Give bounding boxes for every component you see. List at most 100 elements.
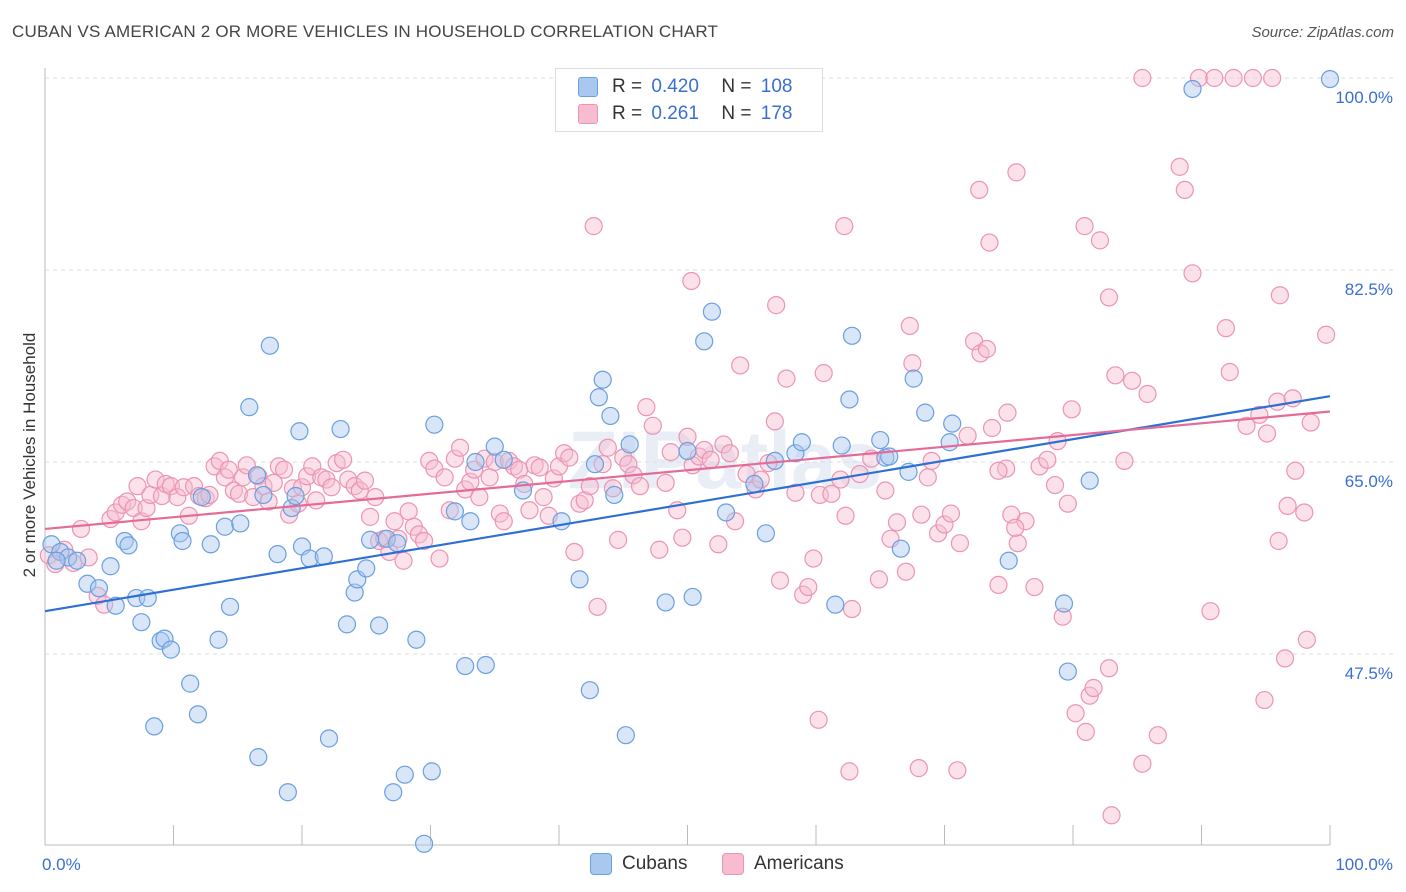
cuban-point [842, 326, 862, 345]
american-point [1297, 630, 1316, 649]
n-value: 108 [760, 76, 793, 97]
cuban-point [485, 437, 504, 456]
cuban-point [260, 336, 279, 355]
r-value: 0.261 [651, 103, 699, 124]
american-point [941, 504, 961, 523]
cuban-point [716, 503, 736, 522]
cuban-point [570, 570, 589, 589]
american-point [1133, 754, 1152, 773]
american-point [1062, 400, 1081, 419]
source-credit: Source: ZipAtlas.com [1251, 24, 1394, 41]
american-point [887, 513, 907, 532]
american-point [1269, 531, 1288, 551]
cuban-point [840, 390, 859, 409]
american-point [918, 468, 937, 487]
american-point [970, 180, 989, 200]
american-point [322, 478, 341, 497]
cuban-point [254, 485, 273, 505]
trend-lines [44, 395, 1331, 613]
cuban-point [101, 557, 120, 576]
cuban-point [249, 748, 268, 767]
cuban-point [78, 574, 97, 593]
cuban-point [695, 332, 714, 351]
american-point [661, 443, 680, 462]
y-tick-label: 65.0% [1345, 472, 1393, 491]
cuban-point [414, 834, 434, 853]
cubans-legend-label: Cubans [622, 853, 688, 874]
american-point [998, 403, 1017, 422]
american-point [224, 481, 243, 500]
american-point [269, 457, 288, 476]
american-point [822, 484, 841, 503]
cuban-point [1320, 69, 1340, 89]
cuban-point [181, 674, 200, 693]
cuban-point [319, 729, 339, 748]
cuban-point [702, 302, 722, 321]
american-point [350, 481, 369, 500]
cuban-point [247, 466, 267, 485]
cuban-point [240, 398, 259, 417]
american-point [1084, 678, 1103, 698]
american-point [112, 495, 132, 514]
american-point [1066, 704, 1085, 723]
american-point [767, 296, 786, 315]
american-point [118, 492, 137, 511]
x-tick-label: 0.0% [42, 855, 81, 874]
cuban-point [871, 430, 890, 450]
american-point [989, 575, 1008, 594]
american-point [842, 599, 862, 619]
r-label: R = [612, 103, 643, 124]
cuban-point [620, 435, 639, 454]
y-axis-label: 2 or more Vehicles in Household [20, 332, 39, 578]
legend-row-americans: R = 0.261 N = 178 [578, 101, 792, 127]
cuban-point [361, 530, 380, 549]
cuban-point [832, 436, 851, 455]
american-point [264, 473, 283, 492]
cuban-point [552, 512, 571, 531]
cuban-point [616, 726, 635, 745]
american-point [445, 449, 465, 468]
american-point [1278, 496, 1297, 515]
american-point [909, 759, 928, 778]
cuban-point [422, 762, 441, 781]
american-point [682, 271, 701, 291]
american-point [1257, 424, 1277, 443]
legend-item-cubans: Cubans [590, 852, 688, 876]
american-point [809, 710, 828, 729]
american-point [584, 217, 603, 236]
americans-points [39, 68, 1336, 825]
american-point [588, 597, 607, 616]
american-point [731, 356, 750, 375]
american-point [470, 488, 489, 507]
american-point [720, 444, 740, 463]
american-point [1025, 577, 1044, 597]
american-point [334, 450, 353, 469]
american-point [701, 450, 720, 469]
cuban-point [943, 414, 962, 433]
american-point [950, 534, 970, 553]
american-point [146, 470, 165, 489]
cuban-point [456, 656, 475, 676]
cuban-point [231, 514, 250, 533]
y-tick-label: 47.5% [1345, 664, 1393, 683]
americans-legend-label: Americans [754, 853, 844, 874]
cubans-legend-swatch [590, 853, 612, 875]
american-point [900, 316, 919, 336]
american-point [1270, 286, 1289, 305]
american-point [1295, 503, 1314, 522]
y-tick-label: 100.0% [1335, 88, 1393, 107]
american-point [1016, 512, 1035, 531]
cuban-point [891, 539, 910, 558]
cuban-point [201, 535, 220, 554]
cuban-point [1054, 594, 1074, 613]
american-point [643, 416, 662, 435]
american-point [168, 488, 187, 507]
american-point [1038, 450, 1057, 469]
american-point [430, 549, 449, 568]
american-point [1286, 461, 1305, 480]
cuban-point [580, 681, 599, 700]
american-point [603, 479, 623, 498]
american-point [575, 491, 594, 510]
american-point [504, 457, 524, 476]
american-point [233, 468, 252, 487]
